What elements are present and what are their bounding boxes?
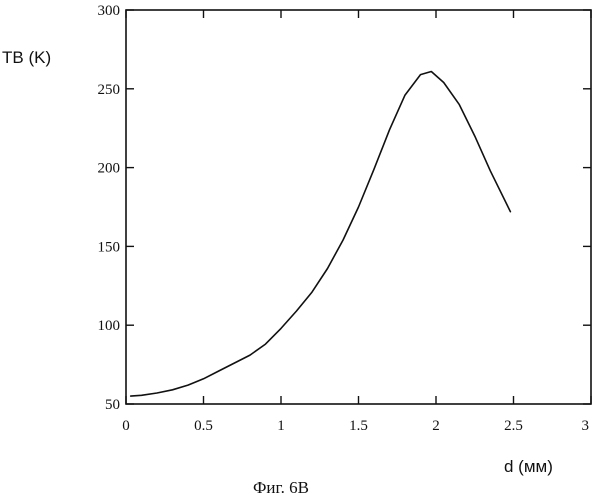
y-axis-ticks: 50 100 150 200 250 300: [98, 3, 592, 413]
x-tick-label: 0: [122, 418, 130, 434]
x-tick-label: 2.5: [504, 418, 523, 434]
figure-caption: Фиг. 6В: [253, 478, 309, 497]
x-tick-label: 0.5: [194, 418, 213, 434]
y-tick-label: 250: [98, 82, 121, 98]
y-tick-label: 150: [98, 239, 121, 255]
y-tick-label: 200: [98, 161, 121, 177]
y-tick-label: 50: [105, 397, 120, 413]
x-axis-label: d (мм): [504, 457, 553, 476]
x-tick-label: 1: [277, 418, 285, 434]
x-tick-label: 1.5: [349, 418, 368, 434]
x-tick-label: 2: [432, 418, 440, 434]
series-line: [131, 72, 511, 397]
y-axis-label: TB (K): [2, 48, 51, 67]
y-tick-label: 300: [98, 3, 121, 19]
x-axis-ticks: 0 0.5 1 1.5 2 2.5 3: [122, 10, 591, 434]
x-tick-label: 3: [582, 418, 590, 434]
series-group: [131, 72, 511, 397]
y-tick-label: 100: [98, 318, 121, 334]
